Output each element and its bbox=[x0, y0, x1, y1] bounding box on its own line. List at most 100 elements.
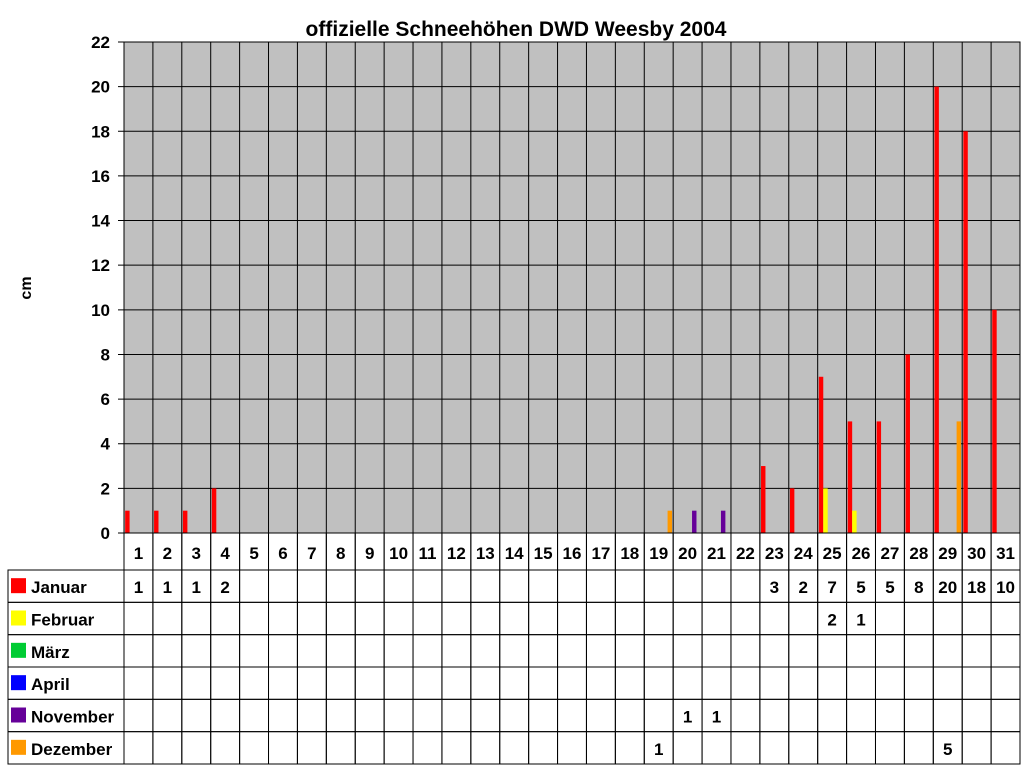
data-cell bbox=[239, 569, 270, 603]
data-cell bbox=[932, 601, 963, 636]
data-cell bbox=[903, 601, 934, 636]
bar-januar-27 bbox=[876, 421, 882, 533]
bar-januar-31 bbox=[992, 309, 997, 533]
data-cell bbox=[643, 601, 674, 636]
data-cell bbox=[268, 666, 298, 700]
data-label: 5 bbox=[943, 740, 952, 759]
data-cell bbox=[325, 634, 356, 668]
x-tick-label: 13 bbox=[476, 544, 495, 563]
data-cell bbox=[123, 601, 154, 636]
bar-februar-26 bbox=[852, 510, 857, 533]
data-cell bbox=[557, 569, 587, 603]
legend-label: November bbox=[31, 708, 115, 727]
data-cell bbox=[239, 698, 270, 733]
y-tick-label: 0 bbox=[101, 524, 110, 543]
data-cell bbox=[470, 601, 501, 636]
data-cell bbox=[701, 601, 732, 636]
data-cell bbox=[585, 666, 616, 700]
y-tick-label: 10 bbox=[91, 301, 110, 320]
data-cell bbox=[296, 601, 327, 636]
data-cell bbox=[788, 698, 819, 733]
data-cell bbox=[528, 634, 559, 668]
data-cell bbox=[325, 666, 356, 700]
legend-swatch bbox=[11, 707, 26, 723]
data-cell bbox=[932, 634, 963, 668]
data-cell bbox=[268, 601, 298, 636]
bar-januar-28 bbox=[905, 354, 910, 533]
data-cell bbox=[325, 731, 356, 765]
data-cell bbox=[528, 569, 559, 603]
data-cell bbox=[528, 731, 559, 765]
data-cell bbox=[846, 698, 876, 733]
y-tick-label: 8 bbox=[101, 345, 110, 364]
data-cell bbox=[441, 634, 472, 668]
data-cell bbox=[759, 601, 790, 636]
data-cell bbox=[499, 634, 530, 668]
data-cell bbox=[788, 634, 819, 668]
bar-dezember-19 bbox=[667, 510, 673, 533]
x-tick-label: 28 bbox=[909, 544, 928, 563]
legend-swatch bbox=[11, 739, 26, 755]
bar-januar-4 bbox=[211, 488, 217, 533]
data-cell bbox=[354, 731, 385, 765]
x-tick-label: 25 bbox=[823, 544, 842, 563]
data-cell bbox=[730, 634, 761, 668]
data-cell bbox=[961, 666, 992, 700]
x-tick-label: 21 bbox=[707, 544, 726, 563]
x-tick-label: 11 bbox=[418, 544, 436, 563]
x-tick-label: 23 bbox=[765, 544, 784, 563]
data-cell bbox=[383, 569, 414, 603]
data-cell bbox=[239, 634, 270, 668]
x-tick-label: 5 bbox=[249, 544, 258, 563]
data-cell bbox=[614, 666, 645, 700]
data-cell bbox=[874, 698, 905, 733]
data-cell bbox=[383, 634, 414, 668]
x-tick-label: 3 bbox=[192, 544, 201, 563]
data-cell bbox=[672, 569, 703, 603]
data-label: 8 bbox=[914, 578, 923, 597]
data-cell bbox=[470, 666, 501, 700]
plot-background bbox=[124, 42, 1020, 533]
y-tick-label: 18 bbox=[91, 122, 110, 141]
data-cell bbox=[210, 601, 241, 636]
data-cell bbox=[412, 601, 443, 636]
chart-title: offizielle Schneehöhen DWD Weesby 2004 bbox=[306, 18, 727, 41]
data-cell bbox=[557, 698, 587, 733]
data-label: 18 bbox=[967, 578, 986, 597]
data-cell bbox=[990, 634, 1021, 668]
data-label: 2 bbox=[220, 578, 229, 597]
data-cell bbox=[296, 731, 327, 765]
data-cell bbox=[643, 569, 674, 603]
data-cell bbox=[557, 666, 587, 700]
data-cell bbox=[325, 698, 356, 733]
bar-dezember-29 bbox=[956, 421, 962, 533]
bar-januar-25 bbox=[818, 376, 824, 533]
data-cell bbox=[874, 731, 905, 765]
data-label: 10 bbox=[996, 578, 1015, 597]
data-cell bbox=[123, 634, 154, 668]
bar-januar-30 bbox=[963, 131, 968, 534]
data-cell bbox=[441, 569, 472, 603]
data-cell bbox=[788, 601, 819, 636]
data-cell bbox=[701, 731, 732, 765]
data-cell bbox=[152, 698, 183, 733]
data-cell bbox=[354, 666, 385, 700]
data-cell bbox=[846, 731, 876, 765]
x-tick-label: 15 bbox=[534, 544, 553, 563]
data-label: 2 bbox=[798, 578, 807, 597]
data-cell bbox=[701, 666, 732, 700]
data-cell bbox=[759, 698, 790, 733]
data-cell bbox=[354, 634, 385, 668]
data-cell bbox=[730, 569, 761, 603]
data-cell bbox=[383, 666, 414, 700]
data-cell bbox=[268, 698, 298, 733]
data-label: 1 bbox=[654, 740, 663, 759]
data-cell bbox=[412, 731, 443, 765]
bar-januar-26 bbox=[847, 421, 853, 533]
data-cell bbox=[585, 634, 616, 668]
x-tick-label: 17 bbox=[591, 544, 610, 563]
data-cell bbox=[499, 698, 530, 733]
data-cell bbox=[296, 569, 327, 603]
bar-november-21 bbox=[720, 510, 726, 533]
